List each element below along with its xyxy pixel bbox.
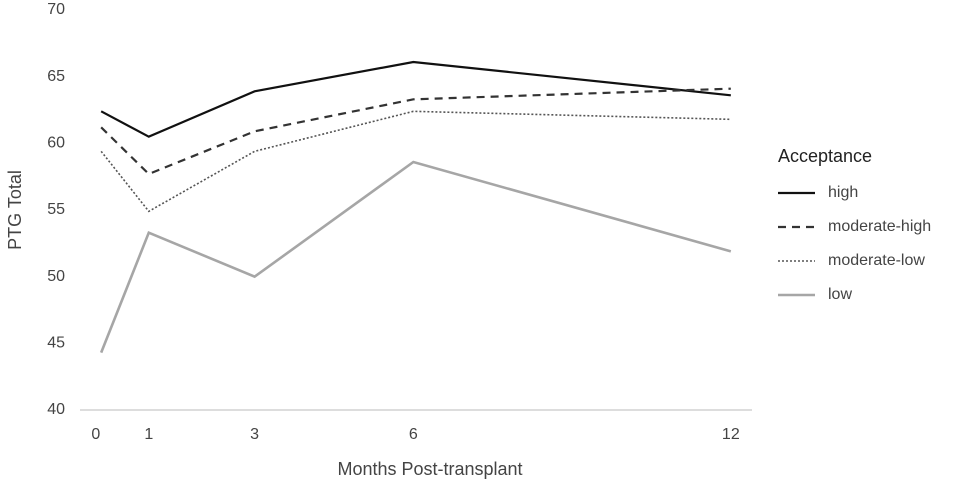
x-axis-label: Months Post-transplant: [337, 459, 522, 479]
x-tick-label: 1: [144, 426, 153, 443]
x-tick-label: 6: [409, 426, 418, 443]
y-tick-label: 50: [47, 268, 65, 285]
y-tick-label: 55: [47, 201, 65, 218]
y-tick-label: 40: [47, 401, 65, 418]
x-tick-label: 3: [250, 426, 259, 443]
series-line: [100, 60, 731, 138]
series-line: [100, 110, 731, 213]
y-tick-label: 65: [47, 68, 65, 85]
series-line: [100, 87, 731, 176]
legend-label: moderate-high: [828, 218, 931, 235]
legend-label: moderate-low: [828, 252, 925, 269]
x-tick-label: 0: [91, 426, 100, 443]
legend-label: high: [828, 184, 858, 201]
y-tick-label: 70: [47, 1, 65, 18]
x-tick-label: 12: [722, 426, 740, 443]
legend-title: Acceptance: [778, 146, 872, 166]
legend-label: low: [828, 286, 852, 303]
y-tick-label: 45: [47, 335, 65, 352]
y-axis-label: PTG Total: [5, 170, 25, 250]
y-tick-label: 60: [47, 135, 65, 152]
series-line: [99, 160, 732, 354]
